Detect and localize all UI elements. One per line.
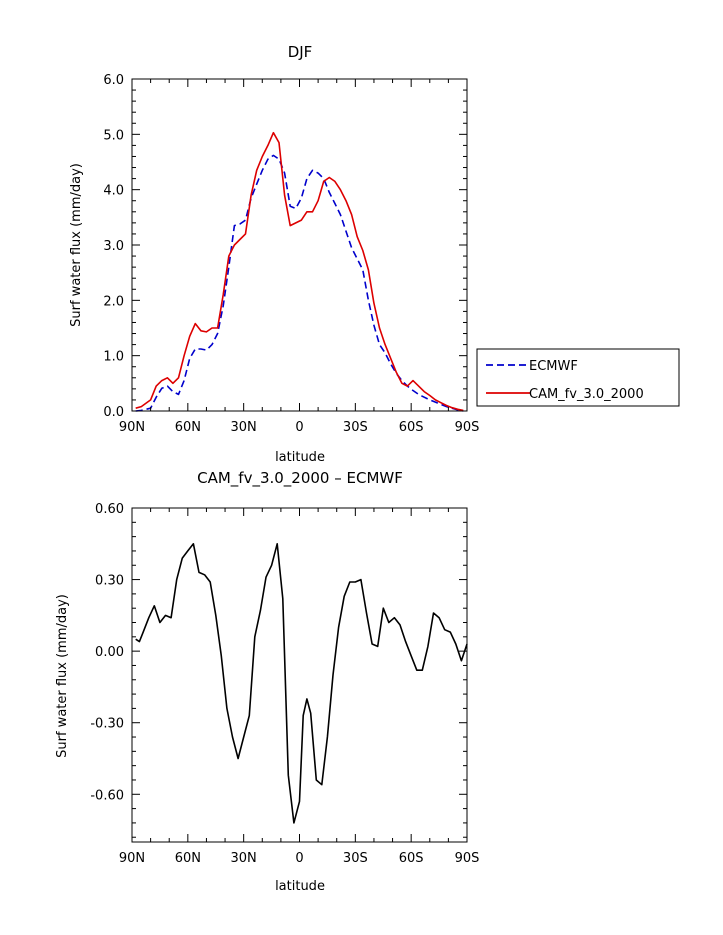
chart-title-top: DJF (288, 43, 313, 61)
x-tick-label: 90N (119, 851, 145, 866)
x-axis-label-top: latitude (275, 450, 325, 465)
legend-label-ecmwf: ECMWF (529, 359, 578, 374)
y-axis-label-bottom: Surf water flux (mm/day) (55, 594, 70, 758)
x-tick-label: 90S (455, 851, 480, 866)
y-tick-label: 0.30 (95, 574, 124, 589)
y-tick-label: 2.0 (103, 294, 124, 309)
x-tick-label: 60S (399, 851, 424, 866)
series-line-0-0 (135, 154, 464, 412)
y-tick-label: -0.30 (90, 717, 124, 732)
y-tick-label: 0.00 (95, 645, 124, 660)
x-tick-label: 30S (343, 420, 368, 435)
plot-area-bottom (135, 542, 468, 824)
y-tick-label: 0.60 (95, 502, 124, 517)
x-tick-label: 30S (343, 851, 368, 866)
y-axis-label-top: Surf water flux (mm/day) (69, 163, 84, 327)
axes-bottom: 90N 60N 30N 0 30S 60S 90S -0.60 -0.30 0.00 0.30 0.6… (90, 502, 479, 866)
x-axis-label-bottom: latitude (275, 879, 325, 894)
axes-top: 90N 60N 30N 0 30S 60S 90S 0.0 1.0 2.0 3.0 4.0 5.0 6.0 (103, 73, 479, 435)
plot-area-top (135, 131, 464, 412)
x-tick-label: 30N (231, 420, 257, 435)
legend-label-cam: CAM_fv_3.0_2000 (529, 387, 644, 402)
y-tick-label: 0.0 (103, 405, 124, 420)
y-tick-label: 3.0 (103, 239, 124, 254)
x-tick-label: 0 (295, 851, 303, 866)
panel-difference: CAM_fv_3.0_2000 – ECMWF 90N 60N 30N 0 30S 60S… (55, 469, 479, 894)
series-line-0-1 (135, 131, 464, 412)
x-tick-label: 60S (399, 420, 424, 435)
y-tick-label: 4.0 (103, 184, 124, 199)
x-tick-label: 30N (231, 851, 257, 866)
x-tick-label: 90N (119, 420, 145, 435)
panel-djf: DJF 90N 60N 30N 0 30S 60S 90S 0.0 1.0 2.0 3.0 4.0 5.… (69, 43, 479, 465)
legend: ECMWF CAM_fv_3.0_2000 (476, 348, 680, 407)
x-tick-label: 60N (175, 851, 201, 866)
x-tick-label: 0 (295, 420, 303, 435)
chart-title-bottom: CAM_fv_3.0_2000 – ECMWF (197, 469, 403, 488)
x-tick-label: 90S (455, 420, 480, 435)
y-tick-label: 5.0 (103, 128, 124, 143)
x-tick-label: 60N (175, 420, 201, 435)
series-line-1-0 (135, 542, 468, 824)
y-tick-label: 6.0 (103, 73, 124, 88)
legend-box (476, 348, 680, 407)
y-tick-label: -0.60 (90, 788, 124, 803)
y-tick-label: 1.0 (103, 350, 124, 365)
